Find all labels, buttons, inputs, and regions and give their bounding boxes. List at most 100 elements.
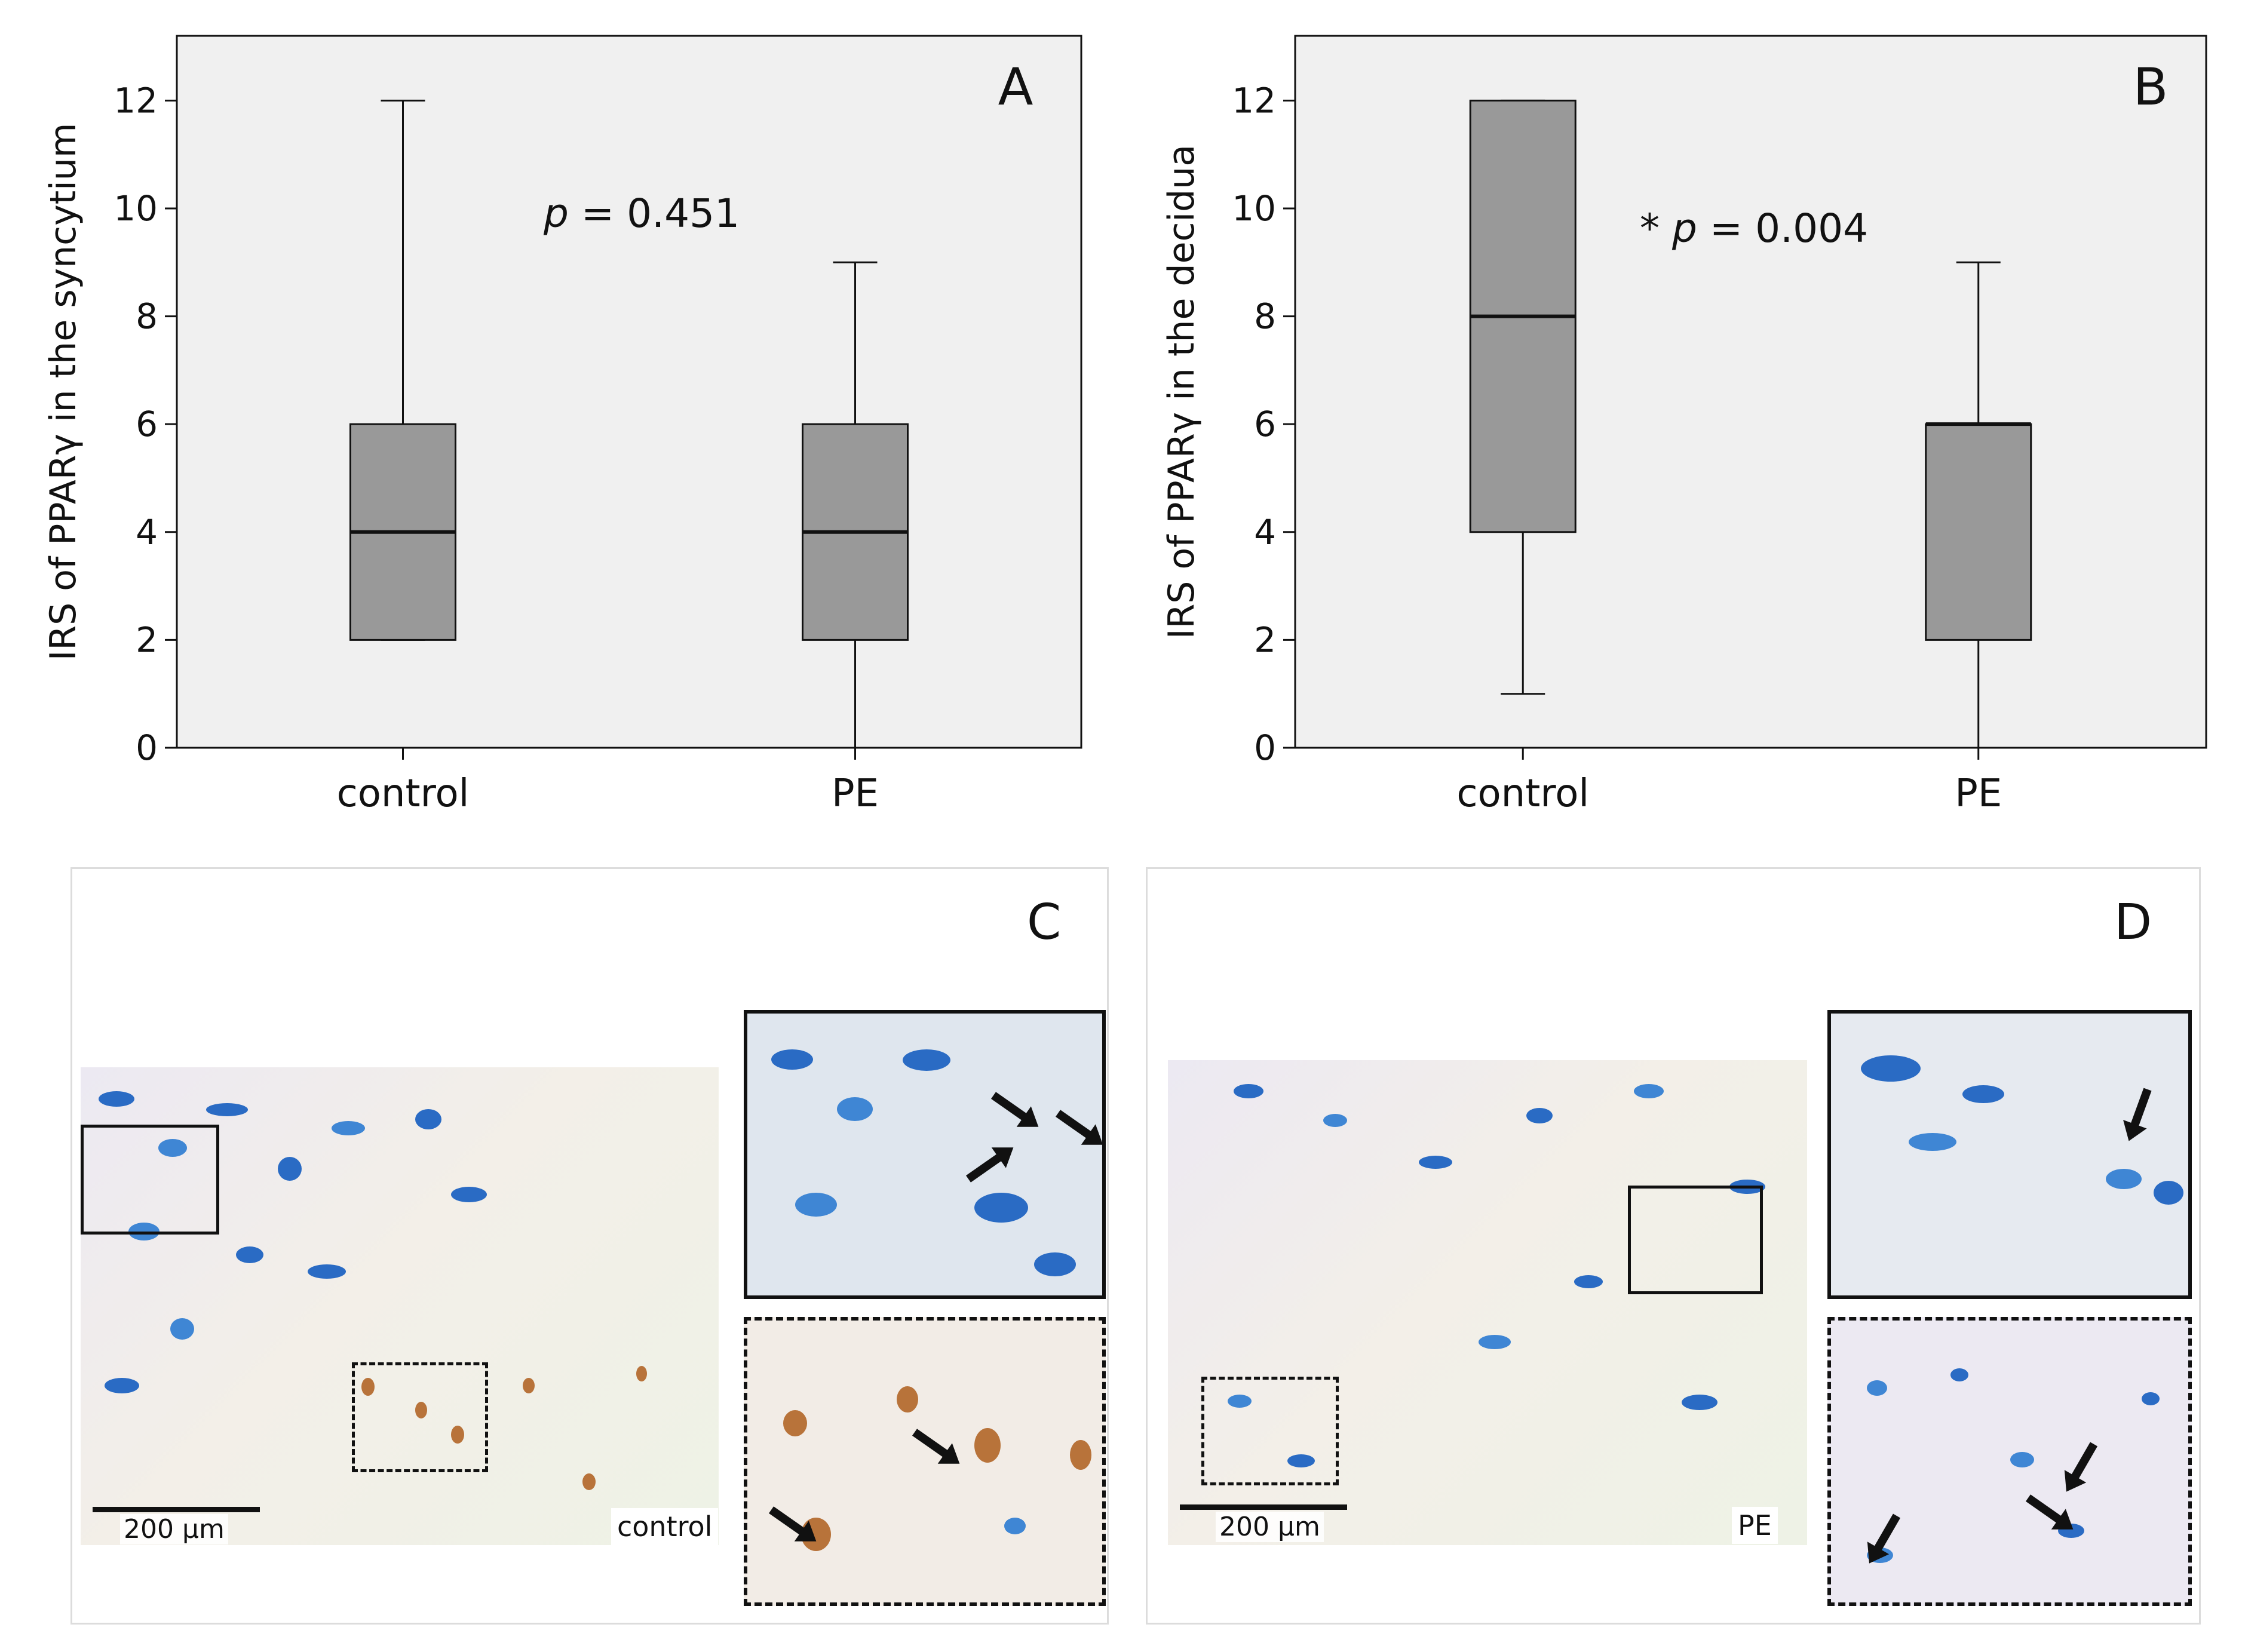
stained-nucleus	[2142, 1392, 2160, 1405]
arrow-marker	[2069, 1442, 2098, 1483]
stained-nucleus	[1634, 1084, 1664, 1098]
micrograph-main-c: 200 µm	[81, 1067, 719, 1545]
panel-letter-d: D	[2114, 894, 2152, 951]
stained-nucleus	[1682, 1395, 1717, 1410]
stained-nucleus	[158, 1139, 187, 1157]
scale-bar-label: 200 µm	[1216, 1512, 1324, 1542]
x-tick-label: PE	[1955, 772, 2002, 816]
stained-nucleus	[1234, 1084, 1263, 1098]
y-axis-label: IRS of PPARγ in the syncytium	[42, 123, 84, 661]
stained-nucleus	[1479, 1335, 1511, 1349]
y-tick-label: 2	[1254, 619, 1276, 660]
arrow-marker	[912, 1429, 952, 1460]
y-tick-label: 2	[136, 619, 158, 660]
stained-nucleus	[278, 1157, 302, 1181]
box-plot-charts: 0 2 4 6 8 10 12 IRS of PPARγ in the syncytium co…	[42, 35, 2207, 816]
scale-bar	[93, 1507, 260, 1512]
plot-area	[1294, 35, 2207, 749]
inset-zoom-solid-d	[1827, 1010, 2192, 1299]
stained-nucleus	[308, 1264, 346, 1279]
box-plot-panel-a: 0 2 4 6 8 10 12 IRS of PPARγ in the syncytium co…	[42, 35, 1082, 816]
stained-nucleus	[361, 1378, 375, 1396]
stained-nucleus	[206, 1103, 248, 1116]
panel-letter: B	[2133, 57, 2169, 117]
group-label-pe: PE	[1732, 1507, 1778, 1544]
x-tick-label: control	[337, 772, 470, 816]
y-tick-label: 6	[136, 404, 158, 444]
inset-region-dashed	[352, 1362, 488, 1472]
x-tick-label: control	[1456, 772, 1589, 816]
y-tick-label: 4	[1254, 512, 1276, 552]
stained-nucleus	[332, 1121, 365, 1135]
stained-nucleus	[415, 1402, 427, 1418]
stained-nucleus	[451, 1187, 487, 1202]
box-control	[349, 99, 456, 641]
inset-region-solid	[1628, 1186, 1763, 1294]
stained-nucleus	[236, 1246, 263, 1263]
inset-zoom-solid-c	[744, 1010, 1106, 1299]
y-tick-label: 4	[136, 512, 158, 552]
stained-nucleus	[1574, 1275, 1603, 1288]
stained-nucleus	[837, 1097, 873, 1121]
stained-nucleus	[1419, 1156, 1452, 1169]
stained-nucleus	[974, 1428, 1001, 1463]
box-pe	[802, 261, 909, 749]
y-axis-label: IRS of PPARγ in the decidua	[1161, 145, 1203, 639]
stained-nucleus	[795, 1193, 837, 1217]
p-value-annotation: p = 0.451	[543, 191, 740, 237]
inset-region-dashed	[1201, 1377, 1339, 1485]
micrograph-panel-d: D 200 µm PE	[1146, 867, 2201, 1625]
y-tick-label: 10	[1232, 188, 1276, 229]
stained-nucleus	[1323, 1114, 1347, 1127]
box-plot-panel-b: 0 2 4 6 8 10 12 IRS of PPARγ in the decidua cont…	[1161, 35, 2207, 816]
stained-nucleus	[783, 1410, 807, 1436]
micrograph-panel-c: C 200 µm control	[70, 867, 1109, 1625]
stained-nucleus	[974, 1193, 1028, 1223]
scale-bar	[1180, 1504, 1347, 1510]
stained-nucleus	[2154, 1181, 2183, 1205]
y-tick-label: 6	[1254, 404, 1276, 444]
panel-letter-c: C	[1027, 894, 1062, 951]
inset-zoom-dashed-d	[1827, 1317, 2192, 1606]
stained-nucleus	[415, 1109, 441, 1129]
group-label-control: control	[611, 1508, 719, 1545]
box-control	[1469, 99, 1577, 695]
stained-nucleus	[1962, 1085, 2004, 1103]
x-tick-label: PE	[832, 772, 879, 816]
y-tick-label: 8	[136, 296, 158, 337]
stained-nucleus	[1861, 1055, 1921, 1082]
stained-nucleus	[1228, 1395, 1252, 1408]
stained-nucleus	[523, 1378, 535, 1393]
inset-region-solid	[81, 1125, 219, 1235]
stained-nucleus	[1950, 1368, 1968, 1381]
arrow-marker	[1055, 1110, 1095, 1141]
stained-nucleus	[1004, 1518, 1026, 1534]
stained-nucleus	[105, 1378, 139, 1393]
box-pe	[1925, 261, 2032, 749]
stained-nucleus	[451, 1426, 464, 1444]
stained-nucleus	[2106, 1169, 2142, 1189]
scale-bar-label: 200 µm	[120, 1514, 228, 1544]
stained-nucleus	[771, 1049, 813, 1070]
stained-nucleus	[1526, 1108, 1553, 1123]
stained-nucleus	[1909, 1133, 1956, 1151]
stained-nucleus	[1070, 1440, 1091, 1470]
stained-nucleus	[903, 1049, 950, 1071]
stained-nucleus	[1867, 1380, 1887, 1396]
arrow-marker	[965, 1152, 1005, 1183]
panel-letter: A	[998, 57, 1033, 117]
plot-area	[176, 35, 1082, 749]
inset-zoom-dashed-c	[744, 1317, 1106, 1606]
y-tick-label: 12	[1232, 80, 1276, 121]
y-tick-label: 0	[1254, 727, 1276, 768]
arrow-marker	[2025, 1494, 2065, 1525]
y-tick-label: 10	[114, 188, 158, 229]
box-iqr	[1925, 423, 2032, 641]
y-tick-label: 12	[114, 80, 158, 121]
y-tick-label: 8	[1254, 296, 1276, 337]
arrow-marker	[768, 1506, 808, 1537]
stained-nucleus	[2010, 1452, 2034, 1467]
stained-nucleus	[170, 1318, 194, 1340]
stained-nucleus	[1287, 1454, 1315, 1467]
stained-nucleus	[636, 1366, 647, 1381]
